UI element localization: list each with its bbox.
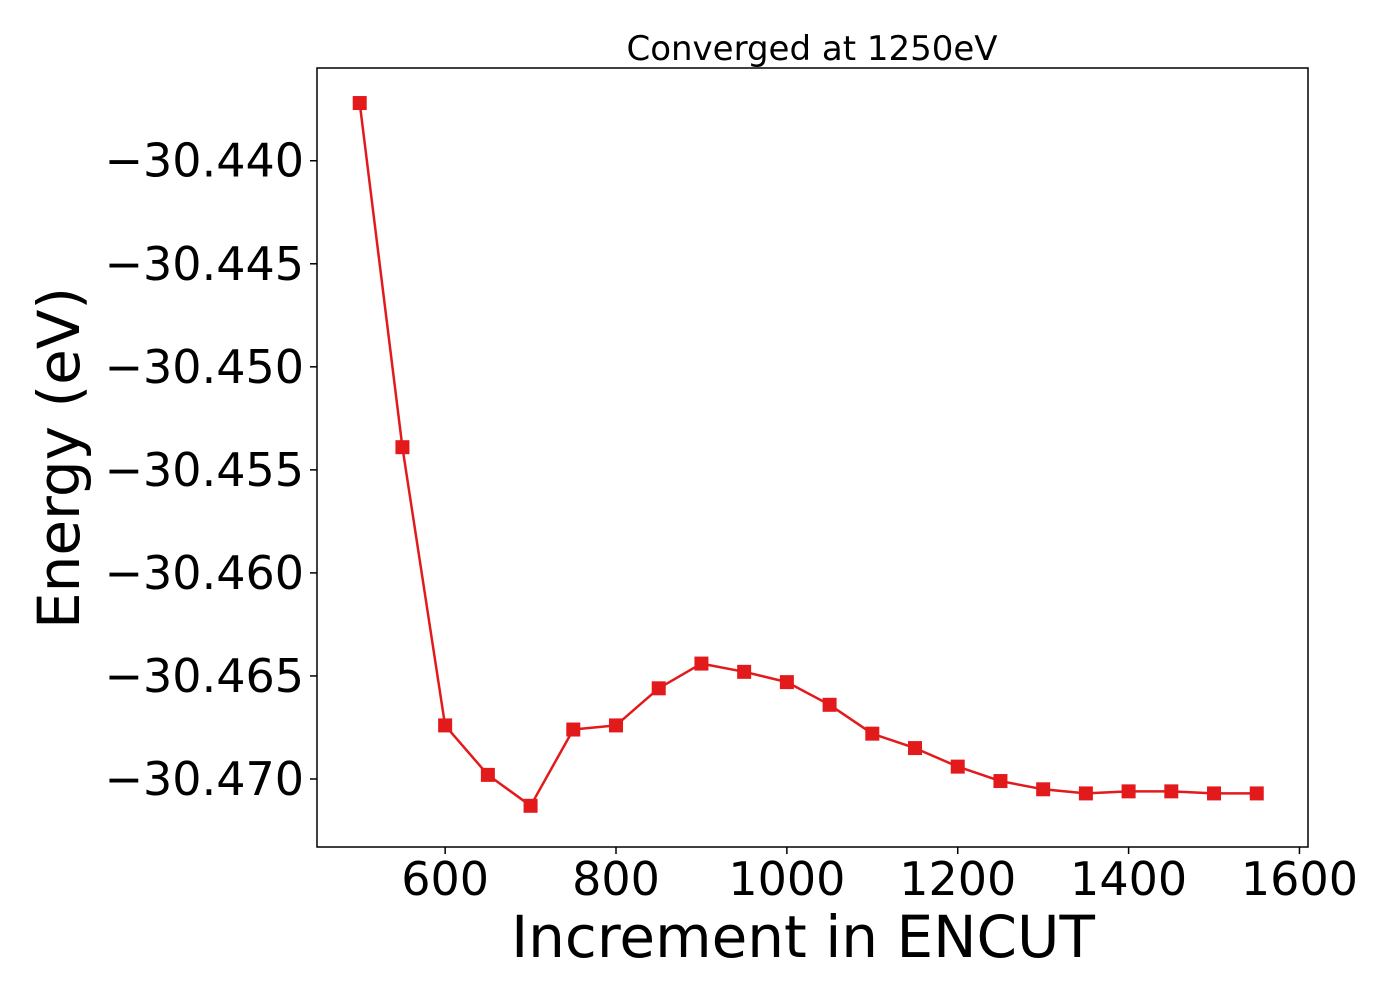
data-point-marker	[908, 741, 923, 756]
data-point-marker	[438, 718, 453, 733]
data-point-marker	[1121, 784, 1136, 799]
y-axis-label: Energy (eV)	[25, 287, 93, 629]
data-point-marker	[395, 440, 410, 455]
y-tick-label: −30.445	[105, 237, 305, 291]
data-point-marker	[694, 656, 709, 671]
data-point-marker	[822, 697, 837, 712]
data-point-marker	[480, 767, 495, 782]
x-tick-label: 600	[401, 852, 489, 906]
x-tick-label: 1600	[1241, 852, 1358, 906]
x-tick-label: 1000	[728, 852, 845, 906]
data-point-marker	[1036, 782, 1051, 797]
data-point-marker	[566, 722, 581, 737]
x-axis-label: Increment in ENCUT	[511, 903, 1095, 971]
plot-frame	[316, 67, 1309, 848]
data-point-marker	[1164, 784, 1179, 799]
y-tick-label: −30.460	[105, 546, 305, 600]
data-point-marker	[993, 774, 1008, 789]
data-point-marker	[651, 681, 666, 696]
data-point-marker	[1078, 786, 1093, 801]
plot-layer: 600 800 1000 1200 1400 1600 −30.440 −30.445 −30.…	[105, 96, 1358, 906]
data-point-marker	[865, 726, 880, 741]
data-point-marker	[779, 675, 794, 690]
data-point-marker	[1249, 786, 1264, 801]
y-tick-label: −30.470	[105, 752, 305, 806]
x-tick-label: 1200	[899, 852, 1016, 906]
data-point-marker	[352, 96, 367, 111]
x-tick-label: 800	[572, 852, 660, 906]
data-point-marker	[1207, 786, 1222, 801]
data-point-marker	[737, 664, 752, 679]
y-tick-label: −30.440	[105, 134, 305, 188]
chart-title: Converged at 1250eV	[626, 29, 997, 69]
y-tick-label: −30.450	[105, 340, 305, 394]
series-line	[358, 102, 1257, 808]
y-tick-label: −30.465	[105, 649, 305, 703]
data-point-marker	[523, 798, 538, 813]
y-tick-label: −30.455	[105, 443, 305, 497]
data-point-marker	[950, 759, 965, 774]
data-point-marker	[609, 718, 624, 733]
x-tick-label: 1400	[1070, 852, 1187, 906]
